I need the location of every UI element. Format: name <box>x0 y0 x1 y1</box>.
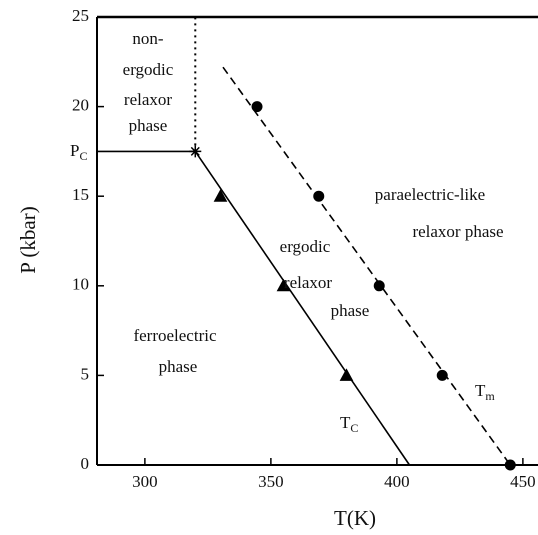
annotation: phase <box>331 301 370 320</box>
data-point <box>504 459 516 471</box>
annotation-text: relaxor phase <box>412 222 503 241</box>
annotation-text: ferroelectric <box>133 326 216 345</box>
data-point <box>339 368 354 381</box>
phase-boundary <box>194 150 411 466</box>
annotation-text: phase <box>129 116 168 135</box>
annotation-text: relaxor <box>124 90 172 109</box>
annotation: ergodic <box>123 60 174 79</box>
annotation: Tm <box>475 381 495 403</box>
annotation: relaxor phase <box>412 222 503 241</box>
annotation-subscript: m <box>485 389 495 403</box>
data-point <box>189 145 202 158</box>
annotation-subscript: C <box>350 421 358 435</box>
data-point <box>436 369 448 381</box>
annotation: relaxor <box>284 273 332 292</box>
x-tick-label: 400 <box>384 472 410 491</box>
y-tick-label: 5 <box>81 364 90 383</box>
y-tick-label: 15 <box>72 185 89 204</box>
y-tick-label: 0 <box>81 454 90 473</box>
annotation-subscript: C <box>79 149 87 163</box>
annotation: ferroelectric <box>133 326 216 345</box>
annotation: TC <box>340 413 358 435</box>
annotation-text: ergodic <box>280 237 331 256</box>
data-point <box>213 189 228 202</box>
phase-boundary <box>222 66 511 466</box>
y-tick-label: 10 <box>72 275 89 294</box>
annotation-text: P <box>70 141 79 160</box>
y-tick-label: 20 <box>72 96 89 115</box>
data-point <box>276 278 291 292</box>
annotation-text: non- <box>132 29 164 48</box>
annotation: ergodic <box>280 237 331 256</box>
annotation: non- <box>132 29 164 48</box>
y-axis-label: P (kbar) <box>16 206 40 273</box>
annotation: PC <box>70 141 87 163</box>
data-point <box>313 190 325 202</box>
annotation-text: T <box>340 413 351 432</box>
annotation-text: T <box>475 381 486 400</box>
y-tick-label: 25 <box>72 6 89 25</box>
x-tick-label: 350 <box>258 472 284 491</box>
annotation-text: phase <box>159 357 198 376</box>
annotation-text: relaxor <box>284 273 332 292</box>
annotation-text: phase <box>331 301 370 320</box>
annotation: relaxor <box>124 90 172 109</box>
annotation: phase <box>159 357 198 376</box>
annotation: paraelectric-like <box>375 185 485 204</box>
annotation-text: ergodic <box>123 60 174 79</box>
x-axis-label: T(K) <box>334 506 376 530</box>
x-tick-label: 300 <box>132 472 158 491</box>
x-tick-label: 450 <box>510 472 536 491</box>
data-point <box>251 101 263 113</box>
annotation-text: paraelectric-like <box>375 185 485 204</box>
annotation: phase <box>129 116 168 135</box>
data-point <box>373 280 385 292</box>
